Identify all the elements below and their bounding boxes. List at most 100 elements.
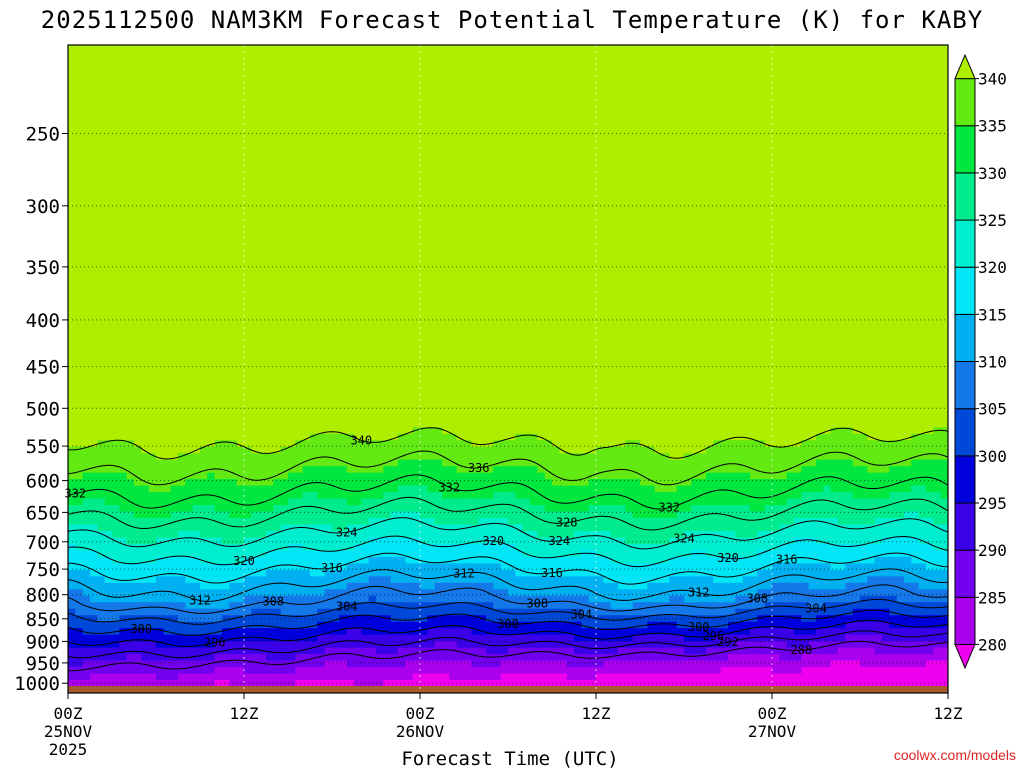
field-cell — [662, 109, 670, 117]
field-cell — [200, 226, 208, 234]
field-cell — [398, 174, 406, 182]
field-cell — [698, 174, 707, 182]
field-cell — [713, 284, 722, 292]
field-cell — [559, 310, 568, 318]
field-cell — [552, 109, 560, 117]
field-cell — [632, 187, 641, 195]
field-cell — [522, 219, 531, 228]
field-cell — [478, 297, 487, 305]
field-cell — [449, 304, 458, 312]
field-cell — [544, 122, 553, 130]
field-cell — [317, 200, 326, 208]
field-cell — [398, 51, 406, 59]
field-cell — [185, 226, 194, 234]
field-cell — [522, 291, 531, 299]
field-cell — [200, 155, 208, 163]
field-cell — [258, 90, 267, 98]
field-cell — [596, 168, 604, 176]
field-cell — [603, 135, 612, 143]
field-cell — [926, 265, 934, 273]
field-cell — [728, 187, 736, 195]
field-cell — [229, 291, 238, 299]
field-cell — [376, 219, 384, 228]
field-cell — [530, 148, 538, 156]
field-cell — [698, 90, 707, 98]
field-cell — [654, 155, 663, 163]
field-cell — [500, 142, 509, 150]
field-cell — [735, 265, 744, 273]
field-cell — [801, 213, 810, 221]
field-cell — [310, 116, 318, 124]
field-cell — [596, 200, 604, 208]
field-cell — [625, 194, 634, 202]
field-cell — [618, 64, 626, 72]
field-cell — [904, 129, 912, 137]
field-cell — [772, 135, 780, 143]
field-cell — [310, 194, 318, 202]
field-cell — [904, 291, 912, 299]
field-cell — [662, 64, 670, 72]
field-cell — [97, 207, 106, 215]
field-cell — [420, 271, 428, 279]
field-cell — [618, 181, 626, 189]
field-cell — [185, 181, 194, 189]
field-cell — [852, 70, 861, 78]
field-cell — [134, 64, 142, 72]
field-cell — [229, 207, 238, 215]
field-cell — [412, 187, 421, 195]
field-cell — [251, 161, 260, 169]
field-cell — [280, 57, 289, 66]
field-cell — [706, 207, 714, 215]
field-cell — [104, 168, 113, 176]
field-cell — [185, 116, 194, 124]
field-cell — [236, 219, 245, 228]
field-cell — [383, 64, 392, 72]
field-cell — [207, 135, 216, 143]
field-cell — [662, 161, 670, 169]
field-cell — [346, 278, 355, 286]
field-cell — [933, 70, 942, 78]
field-cell — [764, 200, 773, 208]
field-cell — [698, 304, 707, 312]
field-cell — [632, 284, 641, 292]
field-cell — [273, 135, 282, 143]
field-cell — [368, 271, 377, 279]
field-cell — [552, 265, 560, 273]
field-cell — [838, 96, 846, 104]
field-cell — [295, 207, 304, 215]
field-cell — [178, 135, 186, 143]
field-cell — [427, 271, 436, 279]
field-cell — [383, 109, 392, 117]
field-cell — [493, 77, 502, 85]
field-cell — [486, 135, 494, 143]
field-cell — [838, 219, 846, 228]
field-cell — [735, 129, 744, 137]
field-cell — [310, 45, 318, 53]
field-cell — [838, 181, 846, 189]
field-cell — [126, 148, 135, 156]
field-cell — [625, 207, 634, 215]
field-cell — [420, 135, 428, 143]
field-cell — [537, 252, 546, 260]
field-cell — [97, 168, 106, 176]
field-cell — [530, 83, 538, 91]
field-cell — [405, 278, 414, 286]
field-cell — [104, 103, 113, 111]
field-cell — [112, 135, 120, 143]
field-cell — [207, 70, 216, 78]
field-cell — [214, 181, 223, 189]
field-cell — [324, 245, 333, 253]
field-cell — [134, 304, 142, 312]
field-cell — [390, 265, 399, 273]
field-cell — [574, 181, 582, 189]
field-cell — [574, 77, 582, 85]
field-cell — [581, 70, 590, 78]
field-cell — [163, 148, 172, 156]
field-cell — [566, 245, 575, 253]
field-cell — [478, 70, 487, 78]
field-cell — [156, 109, 164, 117]
field-cell — [896, 161, 905, 169]
field-cell — [838, 148, 846, 156]
field-cell — [405, 265, 414, 273]
field-cell — [273, 207, 282, 215]
